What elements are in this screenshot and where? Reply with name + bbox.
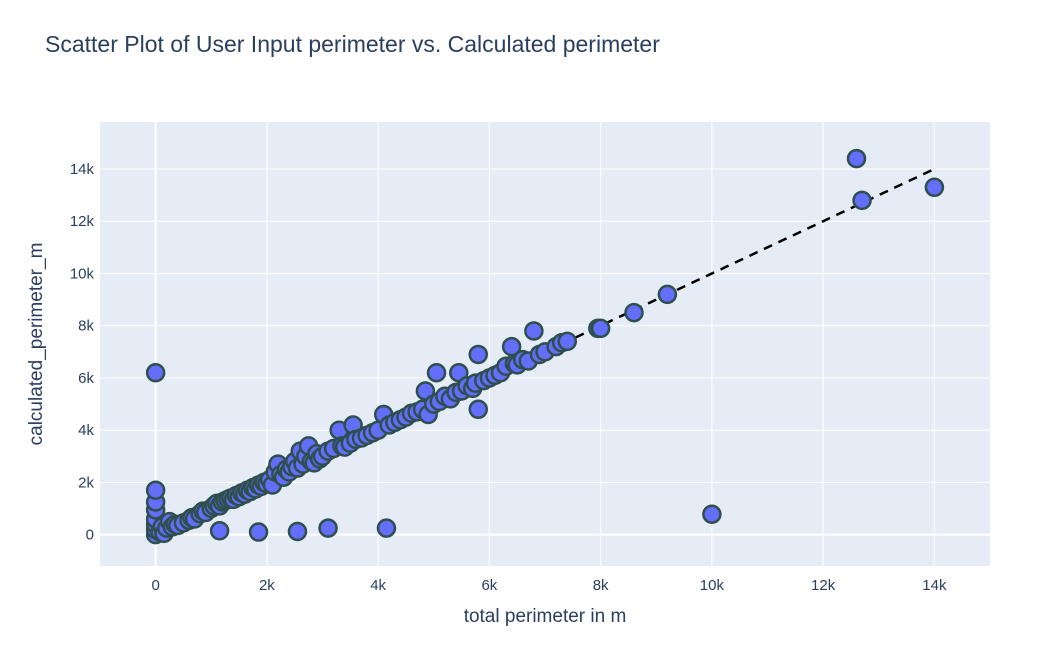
- data-point: [657, 284, 678, 305]
- x-tick-label: 4k: [370, 577, 386, 594]
- y-axis-label: calculated_perimeter_m: [26, 243, 47, 446]
- data-point: [468, 399, 488, 420]
- y-tick-label: 10k: [70, 265, 95, 282]
- x-axis-ticks: 0 2k 4k 6k 8k 10k 12k 14k: [151, 577, 947, 594]
- y-tick-label: 2k: [78, 474, 94, 491]
- x-tick-label: 2k: [259, 577, 275, 594]
- data-point: [702, 504, 722, 525]
- x-tick-label: 10k: [700, 577, 725, 594]
- data-point: [145, 480, 166, 501]
- data-point: [624, 302, 644, 323]
- y-tick-label: 8k: [78, 318, 94, 335]
- x-tick-label: 6k: [481, 577, 497, 594]
- chart-title: Scatter Plot of User Input perimeter vs.…: [45, 31, 660, 57]
- x-tick-label: 0: [151, 577, 159, 594]
- data-points: [145, 148, 945, 545]
- data-point: [145, 362, 166, 383]
- y-axis-ticks: 0 2k 4k 6k 8k 10k 12k 14k: [70, 161, 95, 544]
- y-tick-label: 12k: [70, 213, 95, 230]
- x-tick-label: 8k: [593, 577, 609, 594]
- y-tick-label: 14k: [70, 161, 95, 178]
- x-tick-label: 14k: [922, 577, 947, 594]
- y-tick-label: 0: [86, 527, 94, 544]
- y-tick-label: 4k: [78, 422, 94, 439]
- x-tick-label: 12k: [811, 577, 836, 594]
- data-point: [590, 318, 611, 339]
- data-point: [248, 522, 269, 542]
- data-point: [557, 331, 577, 352]
- data-point: [468, 344, 488, 365]
- data-point: [209, 520, 230, 541]
- data-point: [852, 190, 872, 211]
- data-point: [287, 521, 308, 542]
- data-point: [924, 177, 945, 198]
- data-point: [524, 321, 544, 341]
- data-point: [376, 518, 397, 538]
- data-point: [846, 148, 867, 169]
- x-axis-label: total perimeter in m: [464, 606, 627, 627]
- y-tick-label: 6k: [78, 370, 94, 387]
- data-point: [426, 362, 447, 383]
- data-point: [318, 518, 338, 538]
